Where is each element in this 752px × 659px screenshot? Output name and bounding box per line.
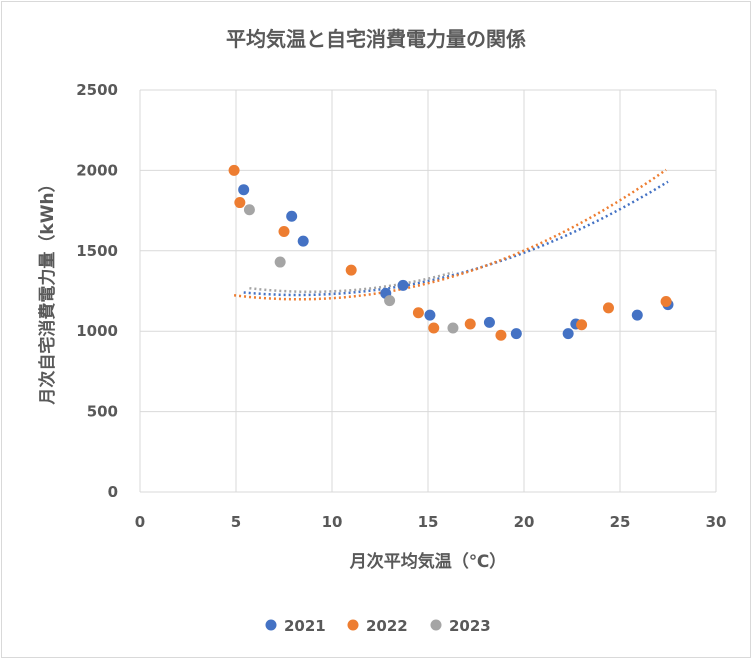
y-tick-label: 1500 xyxy=(76,242,118,260)
gridlines xyxy=(139,89,717,493)
data-point-2023 xyxy=(274,256,286,268)
data-point-2022 xyxy=(345,264,357,276)
y-tick-label: 2000 xyxy=(76,161,118,179)
data-point-2023 xyxy=(243,204,255,216)
x-tick-label: 0 xyxy=(135,513,145,531)
data-point-2022 xyxy=(228,164,240,176)
data-point-2021 xyxy=(297,235,309,247)
data-point-2022 xyxy=(602,302,614,314)
data-points xyxy=(228,164,674,341)
data-point-2022 xyxy=(495,329,507,341)
data-point-2022 xyxy=(464,318,476,330)
y-tick-label: 500 xyxy=(87,403,118,421)
legend-marker-2023 xyxy=(430,619,442,631)
y-axis-title: 月次自宅消費電力量（kWh） xyxy=(37,175,58,405)
data-point-2022 xyxy=(234,197,246,209)
trendline-2022 xyxy=(233,168,667,301)
x-axis-ticks: 0 5 10 15 20 25 30 xyxy=(135,513,727,531)
data-point-2021 xyxy=(562,328,574,340)
legend: 2021 2022 2023 xyxy=(265,617,491,635)
data-point-2023 xyxy=(384,295,396,307)
data-point-2022 xyxy=(576,319,588,331)
y-tick-label: 0 xyxy=(108,483,118,501)
trendlines xyxy=(233,168,669,301)
data-point-2022 xyxy=(428,322,440,334)
legend-marker-2021 xyxy=(265,619,277,631)
data-point-2021 xyxy=(286,210,298,222)
data-point-2021 xyxy=(238,184,250,196)
data-point-2021 xyxy=(483,316,495,328)
x-tick-label: 15 xyxy=(418,513,439,531)
x-tick-label: 20 xyxy=(514,513,535,531)
trendline-2021 xyxy=(243,180,669,297)
data-point-2022 xyxy=(412,307,424,319)
x-tick-label: 10 xyxy=(322,513,343,531)
y-tick-label: 1000 xyxy=(76,322,118,340)
data-point-2021 xyxy=(424,309,436,321)
legend-marker-2022 xyxy=(347,619,359,631)
data-point-2022 xyxy=(278,226,290,238)
x-tick-label: 30 xyxy=(706,513,727,531)
legend-label: 2023 xyxy=(449,617,491,635)
data-point-2021 xyxy=(631,309,643,321)
data-point-2021 xyxy=(397,279,409,291)
y-tick-label: 2500 xyxy=(76,81,118,99)
y-axis-ticks: 0 500 1000 1500 2000 2500 xyxy=(76,81,118,501)
legend-label: 2022 xyxy=(366,617,408,635)
trendline-2023 xyxy=(249,271,454,294)
data-point-2021 xyxy=(510,328,522,340)
x-axis-title: 月次平均気温（℃） xyxy=(349,551,507,572)
data-point-2023 xyxy=(447,322,459,334)
chart-title: 平均気温と自宅消費電力量の関係 xyxy=(226,27,526,51)
x-tick-label: 25 xyxy=(610,513,631,531)
data-point-2022 xyxy=(660,295,672,307)
legend-label: 2021 xyxy=(284,617,326,635)
x-tick-label: 5 xyxy=(231,513,241,531)
